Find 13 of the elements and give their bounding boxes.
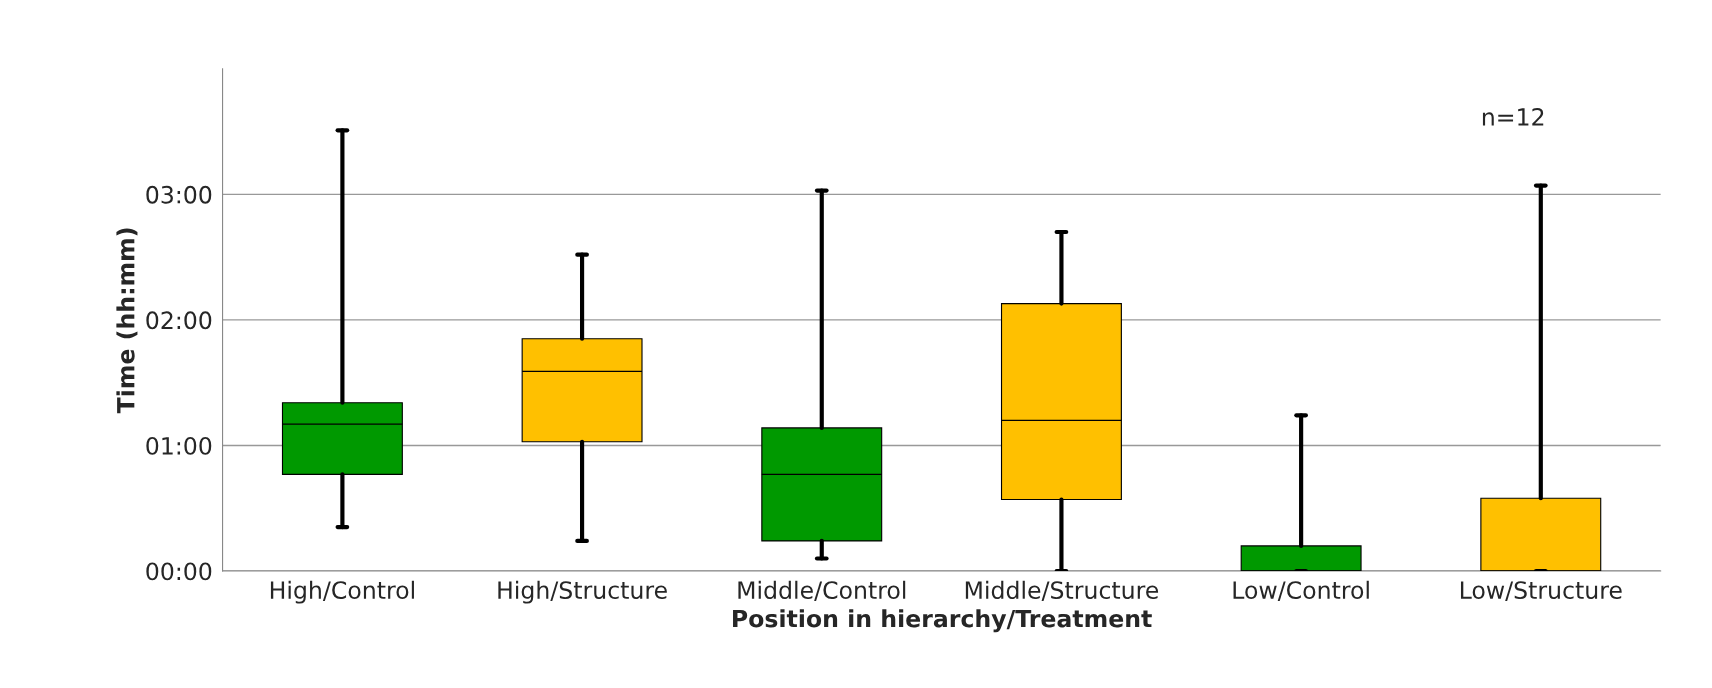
x-axis-title: Position in hierarchy/Treatment [733,609,1152,633]
x-tick-label: High/Control [270,580,414,604]
annotation: n=12 [1482,108,1544,126]
y-tick-label: 02:00 [146,311,212,330]
x-tick-label: Middle/Control [738,580,906,601]
x-tick-label: Low/Control [1233,580,1369,601]
x-tick-label: Low/Structure [1460,581,1622,601]
y-axis-title: Time (hh:mm) [116,228,138,414]
x-tick-label: Middle/Structure [965,580,1159,601]
y-tick-label: 00:00 [146,562,212,581]
y-tick-label: 01:00 [146,436,212,455]
x-tick-label: High/Structure [498,580,667,604]
y-tick-label: 03:00 [146,185,212,204]
